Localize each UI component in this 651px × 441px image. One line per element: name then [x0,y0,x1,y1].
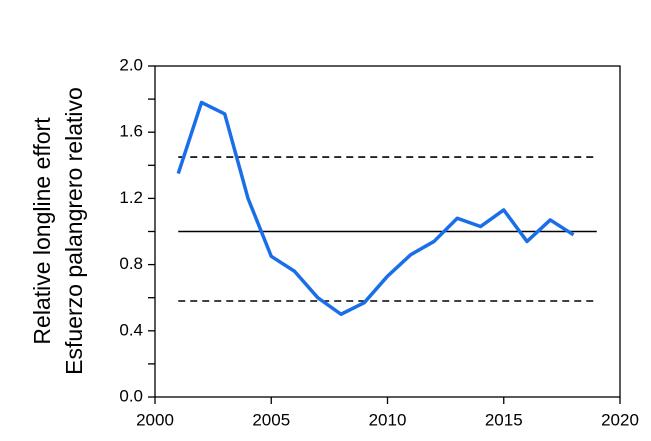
y-tick-label: 2.0 [119,55,143,74]
y-axis-title: Esfuerzo palangrero relativo [61,87,87,375]
x-tick-label: 2015 [485,410,523,429]
y-tick-label: 1.6 [119,122,143,141]
y-tick-label: 1.2 [119,188,143,207]
x-tick-label: 2005 [252,410,290,429]
x-tick-label: 2020 [601,410,639,429]
x-tick-label: 2000 [136,410,174,429]
y-tick-label: 0.4 [119,320,143,339]
y-axis-title: Relative longline effort [29,117,55,345]
y-tick-label: 0.0 [119,386,143,405]
x-tick-label: 2010 [369,410,407,429]
y-tick-label: 0.8 [119,254,143,273]
data-line [176,100,575,316]
